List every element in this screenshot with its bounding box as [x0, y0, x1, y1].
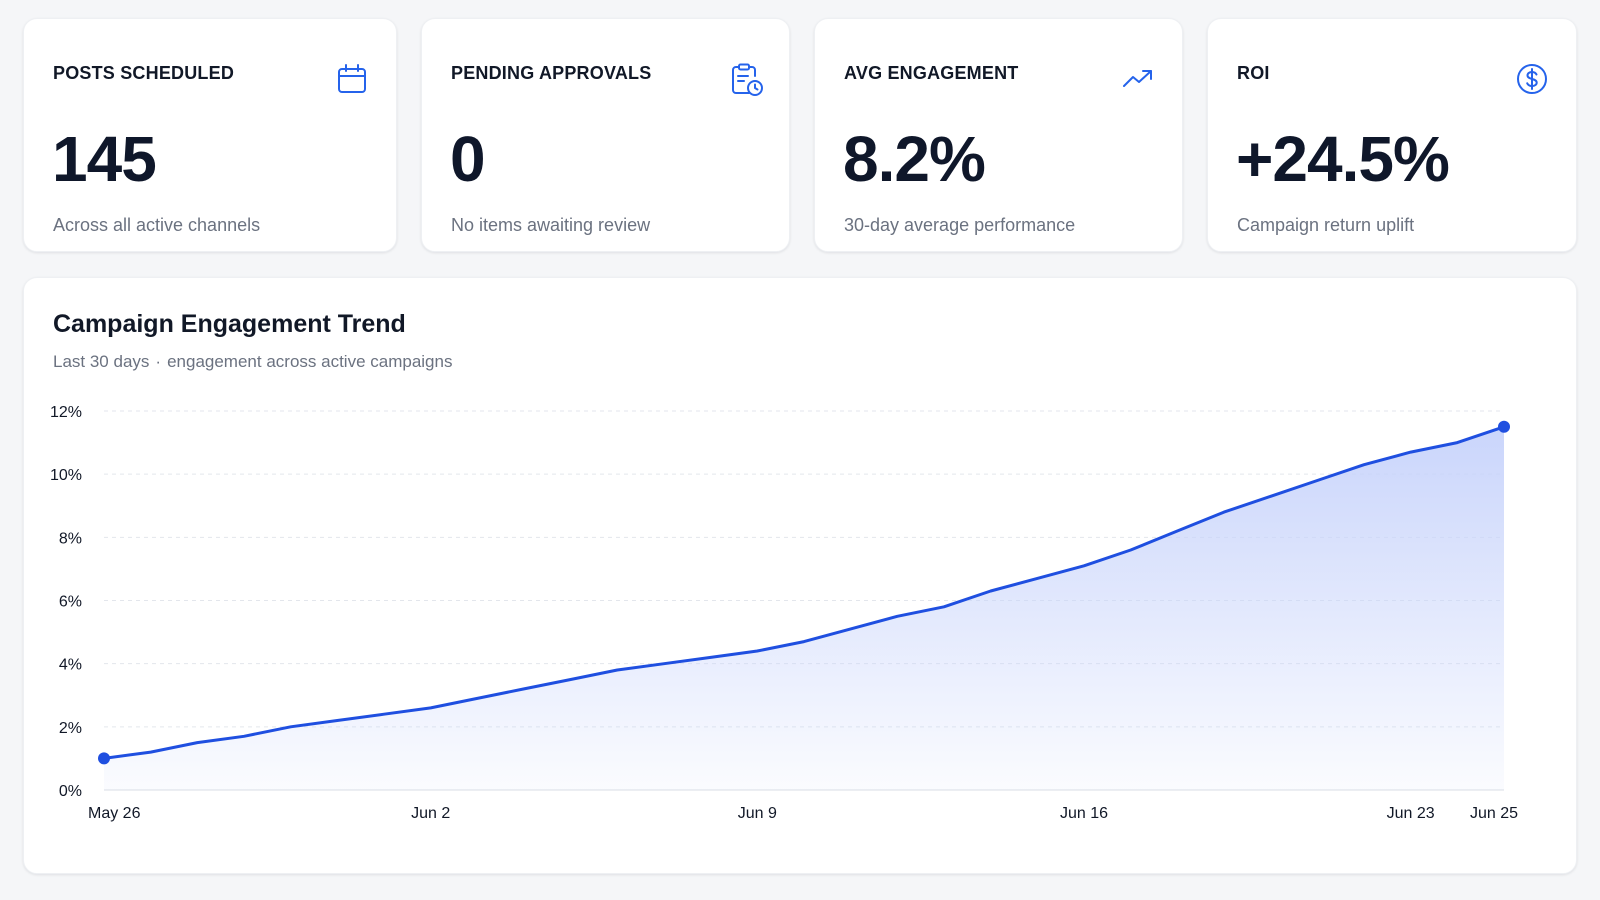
y-tick-label: 6%: [59, 594, 82, 611]
data-point: [802, 640, 806, 644]
data-point: [849, 627, 853, 631]
trending-up-icon: [1122, 63, 1154, 95]
stat-title: PENDING APPROVALS: [451, 63, 652, 83]
data-point: [289, 725, 293, 729]
data-point: [1315, 478, 1319, 482]
chart-subtitle-range: Last 30 days: [53, 352, 150, 371]
data-point: [475, 696, 479, 700]
series-line: [102, 425, 1506, 760]
y-tick-label: 10%: [50, 467, 82, 484]
x-tick-label: Jun 2: [411, 805, 450, 822]
stat-title: ROI: [1237, 63, 1270, 83]
x-tick-label: Jun 16: [1060, 805, 1108, 822]
stat-value: +24.5%: [1236, 123, 1450, 195]
data-point: [1175, 529, 1179, 533]
x-tick-label: Jun 9: [738, 805, 777, 822]
stat-card-posts-scheduled[interactable]: POSTS SCHEDULED 145 Across all active ch…: [23, 18, 397, 252]
stat-card-avg-engagement[interactable]: AVG ENGAGEMENT 8.2% 30-day average perfo…: [814, 18, 1183, 252]
chart-subtitle-detail: engagement across active campaigns: [167, 352, 453, 371]
stat-value: 0: [450, 123, 486, 195]
data-point: [1269, 494, 1273, 498]
stat-value: 145: [52, 123, 157, 195]
stat-caption: No items awaiting review: [451, 215, 651, 235]
data-point: [942, 605, 946, 609]
data-point: [242, 734, 246, 738]
data-point: [382, 712, 386, 716]
x-tick-label: Jun 25: [1470, 805, 1518, 822]
x-tick-label: Jun 23: [1387, 805, 1435, 822]
series-area: [104, 426, 1504, 790]
data-point: [195, 741, 199, 745]
data-point: [335, 719, 339, 723]
data-point: [895, 614, 899, 618]
stat-value: 8.2%: [843, 123, 986, 195]
engagement-area-chart: 0% 2% 4% 6% 8% 10% 12% May 26 Jun 2 Jun 9 Jun 16 Ju…: [50, 404, 1518, 822]
data-point: [662, 662, 666, 666]
data-point: [522, 687, 526, 691]
data-point: [1409, 450, 1413, 454]
data-point: [1222, 510, 1226, 514]
data-point: [1082, 564, 1086, 568]
stat-card-pending-approvals[interactable]: PENDING APPROVALS 0 No items awaiting re…: [421, 18, 790, 252]
data-point: [1035, 576, 1039, 580]
stat-title: POSTS SCHEDULED: [53, 63, 235, 83]
stat-caption: Across all active channels: [53, 215, 261, 235]
chart-subtitle-separator: ·: [155, 352, 162, 371]
data-point: [1455, 441, 1459, 445]
stat-title: AVG ENGAGEMENT: [844, 63, 1019, 83]
data-point: [755, 649, 759, 653]
x-tick-label: May 26: [88, 805, 141, 822]
y-tick-label: 0%: [59, 783, 82, 800]
clipboard-clock-icon: [729, 63, 763, 96]
chart-subtitle: Last 30 days · engagement across active ca…: [53, 352, 452, 372]
y-tick-label: 8%: [59, 530, 82, 547]
dollar-circle-icon: [1516, 63, 1548, 95]
data-point: [429, 706, 433, 710]
y-tick-label: 12%: [50, 404, 82, 421]
stat-card-roi[interactable]: ROI +24.5% Campaign return uplift: [1207, 18, 1577, 252]
endpoint-marker: [98, 752, 110, 765]
calendar-icon: [336, 63, 368, 95]
chart-title: Campaign Engagement Trend: [53, 310, 406, 338]
data-point: [149, 750, 153, 754]
y-tick-label: 2%: [59, 720, 82, 737]
stat-caption: 30-day average performance: [844, 215, 1076, 235]
data-point: [615, 668, 619, 672]
data-point: [709, 655, 713, 659]
data-point: [1129, 548, 1133, 552]
chart-card: Campaign Engagement Trend Last 30 days · e…: [23, 277, 1577, 874]
y-tick-label: 4%: [59, 657, 82, 674]
data-point: [569, 677, 573, 681]
data-point: [989, 589, 993, 593]
data-point: [1362, 463, 1366, 467]
endpoint-marker: [1498, 420, 1510, 433]
stat-caption: Campaign return uplift: [1237, 215, 1415, 235]
